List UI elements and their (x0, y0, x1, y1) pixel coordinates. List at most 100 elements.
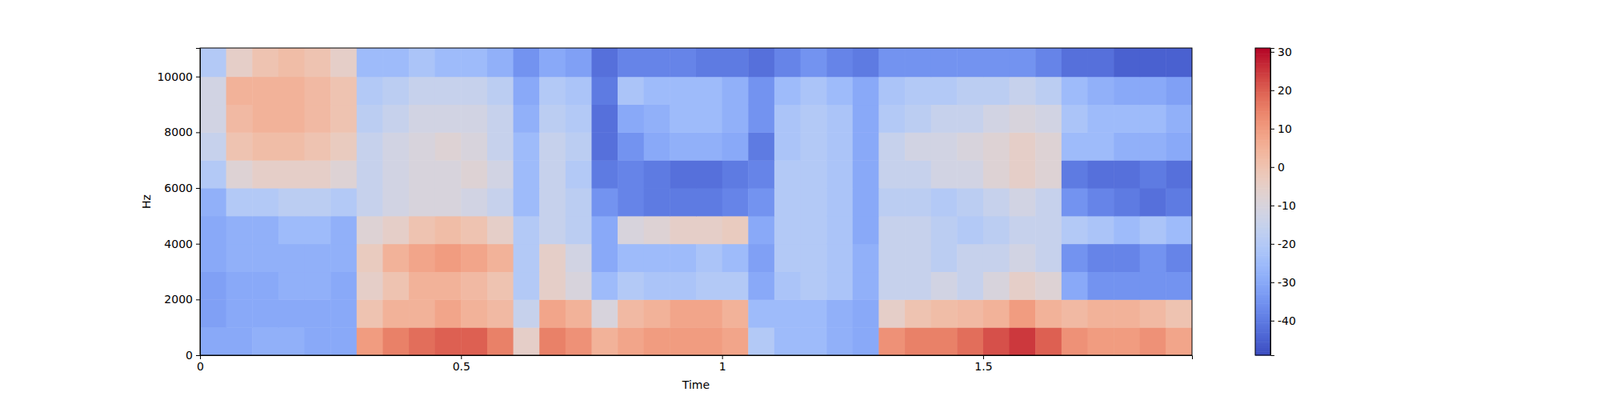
cell (252, 132, 279, 160)
cell (878, 76, 905, 105)
cell (956, 327, 984, 356)
cell (956, 48, 984, 77)
cell (356, 327, 384, 356)
cell (1061, 188, 1088, 216)
cell (644, 216, 671, 244)
cell (852, 48, 880, 77)
cell (435, 132, 462, 160)
cell (278, 216, 305, 244)
cell (278, 327, 305, 356)
cell (1140, 48, 1167, 77)
tick-mark (1270, 52, 1275, 53)
cell (460, 327, 488, 356)
cell (956, 188, 984, 216)
cell (1113, 104, 1140, 133)
cell (1061, 327, 1088, 356)
cell (487, 160, 514, 188)
tick: 1.5 (974, 355, 992, 373)
cell (774, 188, 801, 216)
cell (252, 299, 279, 328)
cell (539, 104, 566, 133)
tick-mark (196, 132, 200, 133)
cell (722, 104, 749, 133)
cell (644, 76, 671, 105)
cell (1113, 188, 1140, 216)
cell (1165, 216, 1192, 244)
cell (565, 216, 592, 244)
cell (696, 132, 723, 160)
cell (800, 48, 828, 77)
cell (591, 76, 618, 105)
cell (852, 272, 880, 300)
cell (800, 327, 828, 356)
cell (644, 244, 671, 272)
cell (669, 76, 696, 105)
cell (382, 299, 409, 328)
cell (460, 216, 488, 244)
cell (460, 76, 488, 105)
cell (722, 216, 749, 244)
cell (644, 104, 671, 133)
cell (591, 48, 618, 77)
cell (435, 104, 462, 133)
cell (1140, 244, 1167, 272)
cell (1087, 76, 1114, 105)
cell (356, 188, 384, 216)
cell (696, 244, 723, 272)
cell (956, 216, 984, 244)
cell (513, 272, 540, 300)
cell (878, 132, 905, 160)
cell (1140, 299, 1167, 328)
cell (722, 132, 749, 160)
cell (382, 104, 409, 133)
cell (852, 244, 880, 272)
cell (382, 327, 409, 356)
cell (565, 132, 592, 160)
cell (826, 327, 853, 356)
cell (200, 160, 227, 188)
cell (1035, 188, 1062, 216)
cell (1087, 160, 1114, 188)
cell (435, 76, 462, 105)
cell (435, 48, 462, 77)
tick-label: 1 (719, 360, 727, 373)
tick-mark (1270, 90, 1275, 92)
cell (904, 76, 932, 105)
cell (408, 48, 436, 77)
tick: 30 (1270, 45, 1292, 59)
cell (1061, 216, 1088, 244)
cell (539, 299, 566, 328)
cell (878, 272, 905, 300)
cell (852, 76, 880, 105)
tick-label: -10 (1277, 199, 1296, 212)
cell (904, 132, 932, 160)
cell (1061, 48, 1088, 77)
cell (513, 76, 540, 105)
tick: -20 (1270, 237, 1296, 251)
cell (826, 76, 853, 105)
cell (1061, 160, 1088, 188)
cell (1009, 299, 1036, 328)
cell (1140, 76, 1167, 105)
cell (878, 48, 905, 77)
tick-mark (722, 355, 724, 360)
cell (1165, 104, 1192, 133)
cells (200, 48, 1192, 356)
cell (200, 299, 227, 328)
cell (487, 244, 514, 272)
cell (278, 48, 305, 77)
cell (748, 216, 775, 244)
cell (591, 104, 618, 133)
cell (304, 272, 332, 300)
cell (956, 132, 984, 160)
cell (774, 327, 801, 356)
cell (983, 327, 1010, 356)
tick: 10000 (156, 70, 200, 84)
cell (278, 104, 305, 133)
cell (1165, 188, 1192, 216)
cell (304, 188, 332, 216)
cell (956, 104, 984, 133)
cell (1009, 76, 1036, 105)
tick-label: 30 (1277, 45, 1292, 59)
cell (252, 160, 279, 188)
